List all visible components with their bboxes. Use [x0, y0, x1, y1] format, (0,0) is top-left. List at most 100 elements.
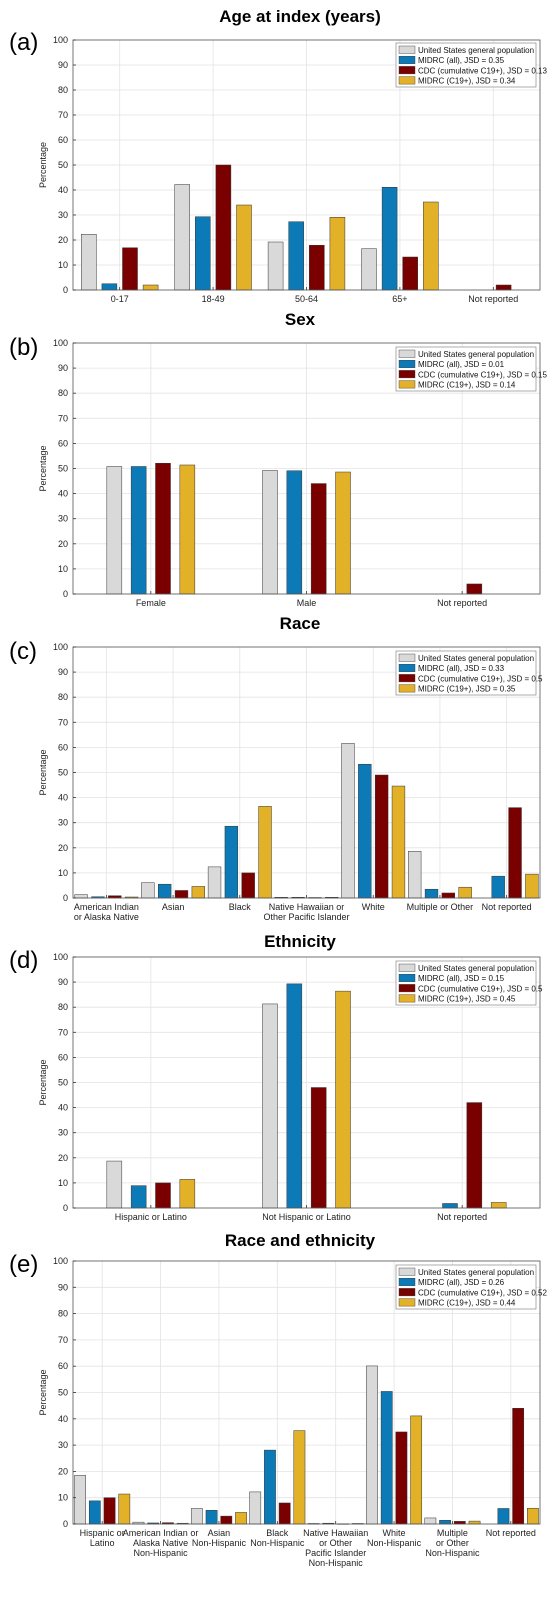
x-tick-label-line: Not reported — [437, 598, 487, 608]
bar-midrc_c19 — [525, 873, 539, 899]
x-tick-label-line: 0-17 — [111, 294, 129, 304]
y-tick-label: 60 — [58, 1052, 68, 1062]
x-tick-label-line: Native Hawaiian — [303, 1528, 368, 1538]
y-tick-label: 50 — [58, 1078, 68, 1088]
legend-label: MIDRC (all), JSD = 0.15 — [418, 974, 505, 983]
legend-swatch-midrc_c19 — [398, 1298, 416, 1307]
chart-panel: Ethnicity (d) 0 10 20 30 40 50 60 70 80 90 100 Percen… — [9, 932, 543, 1222]
y-tick-label: 60 — [58, 742, 68, 752]
legend-swatch-midrc_c19 — [398, 380, 416, 389]
x-tick-label-line: White — [362, 902, 385, 912]
bar-cdc — [402, 256, 418, 291]
y-axis-label: Percentage — [38, 1059, 48, 1105]
bar-midrc_all — [286, 470, 303, 595]
legend-label: CDC (cumulative C19+), JSD = 0.13 — [418, 66, 547, 75]
bar-cdc — [241, 872, 255, 899]
bar-midrc_all — [195, 216, 211, 291]
y-tick-label: 90 — [58, 667, 68, 677]
x-tick-label-line: Non-Hispanic — [367, 1538, 422, 1548]
legend-label: United States general population — [418, 654, 534, 663]
bar-cdc — [220, 1515, 233, 1525]
y-tick-label: 10 — [58, 868, 68, 878]
x-tick-label: Hispanic or Latino — [80, 1528, 125, 1548]
panel-letter: (b) — [9, 334, 38, 361]
bar-us — [74, 894, 88, 899]
chart-title: Sex — [285, 310, 316, 329]
y-tick-label: 90 — [58, 1282, 68, 1292]
legend-swatch-midrc_all — [398, 360, 416, 368]
legend-label: MIDRC (all), JSD = 0.35 — [418, 56, 505, 65]
legend-box — [395, 42, 537, 88]
bar-midrc_c19 — [335, 471, 351, 595]
legend-label: MIDRC (all), JSD = 0.26 — [418, 1278, 505, 1287]
x-tick-label: Female — [136, 598, 166, 608]
x-tick-label-line: Not Hispanic or Latino — [262, 1212, 351, 1222]
x-tick-label: 50-64 — [295, 294, 318, 304]
x-tick-label-line: Hispanic or Latino — [115, 1212, 187, 1222]
bar-us — [424, 1517, 437, 1525]
x-tick-label-line: American Indian or — [123, 1528, 199, 1538]
x-tick-label: Not reported — [437, 1212, 487, 1222]
legend-box — [395, 346, 537, 392]
bar-us — [249, 1491, 262, 1525]
panel-letter: (c) — [9, 638, 37, 665]
y-tick-label: 70 — [58, 413, 68, 423]
bar-midrc_c19 — [142, 284, 159, 291]
x-tick-label: American Indian or Alaska Native Non-Hispa… — [123, 1528, 199, 1558]
legend-label: CDC (cumulative C19+), JSD = 0.52 — [418, 1288, 547, 1297]
bar-us — [267, 241, 284, 291]
bar-midrc_c19 — [335, 990, 351, 1209]
x-tick-label-line: Black — [266, 1528, 289, 1538]
x-tick-label: White — [362, 902, 385, 912]
bar-cdc — [395, 1431, 408, 1525]
bar-midrc_c19 — [236, 204, 252, 291]
bar-cdc — [466, 583, 483, 595]
x-tick-label: Hispanic or Latino — [115, 1212, 187, 1222]
y-tick-label: 0 — [63, 589, 68, 599]
x-tick-label: Not reported — [486, 1528, 536, 1538]
bar-cdc — [309, 245, 325, 291]
x-tick-label-line: Other Pacific Islander — [263, 912, 349, 922]
bar-midrc_c19 — [258, 806, 272, 899]
legend-swatch-us — [398, 653, 416, 662]
y-tick-label: 0 — [63, 1203, 68, 1213]
legend-label: United States general population — [418, 1268, 534, 1277]
x-tick-label-line: Not reported — [482, 902, 532, 912]
bar-us — [341, 743, 355, 899]
x-tick-label: Asian Non-Hispanic — [192, 1528, 247, 1548]
legend-label: CDC (cumulative C19+), JSD = 0.15 — [418, 370, 547, 379]
x-tick-label-line: Hispanic or — [80, 1528, 125, 1538]
bar-midrc_c19 — [118, 1493, 131, 1525]
bar-midrc_c19 — [468, 1520, 481, 1525]
chart-panel: Race and ethnicity (e) 0 10 20 30 40 50 60 70 80 90… — [9, 1231, 547, 1568]
x-tick-label-line: 50-64 — [295, 294, 318, 304]
y-tick-label: 80 — [58, 388, 68, 398]
y-axis-label: Percentage — [38, 142, 48, 188]
bar-us — [207, 866, 222, 899]
bar-midrc_all — [130, 466, 147, 595]
y-tick-label: 70 — [58, 110, 68, 120]
x-tick-label: White Non-Hispanic — [367, 1528, 422, 1548]
bar-us — [174, 184, 190, 291]
y-tick-label: 0 — [63, 893, 68, 903]
x-tick-label-line: or Other — [436, 1538, 469, 1548]
y-tick-label: 40 — [58, 185, 68, 195]
y-tick-label: 50 — [58, 160, 68, 170]
x-tick-label-line: Multiple — [437, 1528, 468, 1538]
y-tick-label: 50 — [58, 464, 68, 474]
bar-cdc — [441, 892, 456, 899]
y-tick-label: 30 — [58, 210, 68, 220]
bar-midrc_all — [130, 1185, 147, 1209]
chart-title: Race and ethnicity — [225, 1231, 376, 1250]
bar-us — [81, 234, 97, 291]
y-tick-label: 0 — [63, 285, 68, 295]
y-tick-label: 100 — [53, 338, 68, 348]
x-tick-label-line: Native Hawaiian or — [269, 902, 345, 912]
y-tick-label: 40 — [58, 1414, 68, 1424]
legend-swatch-midrc_all — [398, 664, 416, 672]
bar-cdc — [215, 164, 232, 291]
